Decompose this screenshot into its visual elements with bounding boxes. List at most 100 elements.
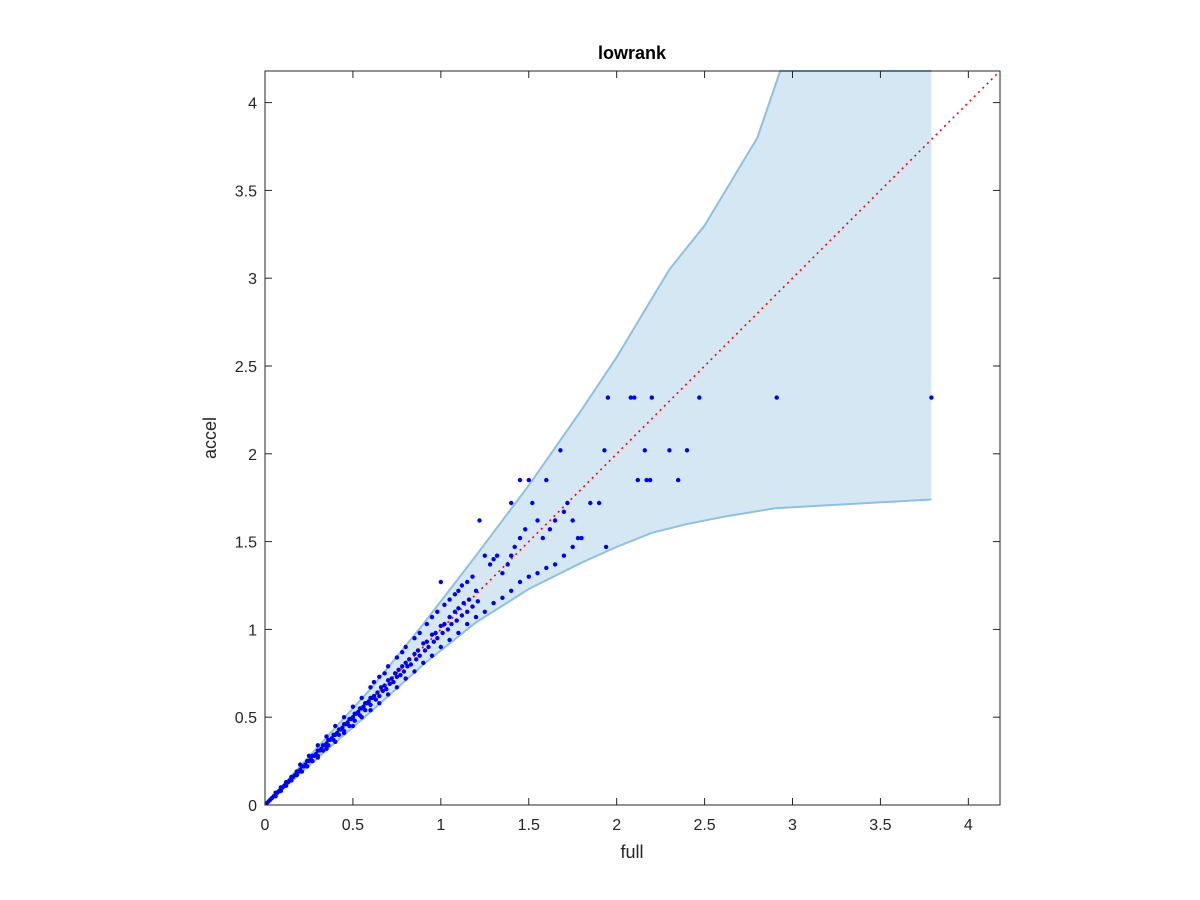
data-point <box>644 477 649 483</box>
data-point <box>603 544 609 550</box>
data-point <box>442 602 447 607</box>
data-point <box>340 725 345 730</box>
data-point <box>352 718 357 723</box>
data-point <box>407 657 412 662</box>
data-point <box>359 695 364 701</box>
data-point <box>667 448 672 453</box>
data-point <box>642 448 647 453</box>
data-point <box>412 651 417 657</box>
data-point <box>544 565 549 571</box>
y-tick-label: 1 <box>248 622 257 639</box>
y-tick-label: 0.5 <box>235 710 257 727</box>
data-point <box>438 644 443 650</box>
data-point <box>421 660 426 665</box>
data-point <box>429 653 435 658</box>
data-point <box>385 664 391 669</box>
data-point <box>929 395 934 400</box>
data-point <box>294 772 299 778</box>
data-point <box>385 678 391 683</box>
data-point <box>315 755 320 760</box>
data-point <box>341 715 347 720</box>
data-point <box>774 395 779 400</box>
x-tick-label: 3.5 <box>869 817 891 834</box>
data-point <box>535 571 540 576</box>
data-point <box>649 395 654 400</box>
data-point <box>403 644 408 650</box>
data-point <box>350 704 356 709</box>
data-point <box>400 650 405 655</box>
data-point <box>575 535 581 541</box>
data-point <box>377 701 382 706</box>
data-point <box>385 692 391 697</box>
y-tick-label: 4 <box>248 96 257 113</box>
data-point <box>361 704 366 709</box>
data-point <box>333 723 338 729</box>
data-point <box>359 715 364 720</box>
data-point <box>605 395 611 400</box>
data-point <box>470 574 475 579</box>
data-point <box>394 674 400 679</box>
data-point <box>465 609 470 614</box>
data-point <box>315 743 320 748</box>
data-point <box>333 739 338 744</box>
y-tick-label: 0 <box>248 798 257 815</box>
y-tick-label: 1.5 <box>235 535 257 552</box>
data-point <box>424 639 429 644</box>
data-point <box>273 794 278 799</box>
y-axis-title: accel <box>200 417 220 459</box>
axes <box>264 70 1001 806</box>
data-point <box>378 685 384 690</box>
data-point <box>465 621 470 627</box>
data-point <box>461 600 466 606</box>
data-point <box>465 579 470 585</box>
data-point <box>306 753 312 758</box>
data-point <box>424 621 429 627</box>
data-point <box>482 609 487 614</box>
data-point <box>602 448 607 453</box>
data-point <box>403 660 408 665</box>
data-point <box>570 544 575 550</box>
data-point <box>570 518 575 523</box>
data-point <box>684 448 690 453</box>
data-point <box>377 693 382 699</box>
data-point <box>445 627 451 632</box>
data-point <box>373 697 378 702</box>
data-point <box>401 669 407 674</box>
data-point <box>382 683 387 688</box>
data-point <box>320 748 326 753</box>
data-point <box>345 720 350 725</box>
data-point <box>475 599 480 604</box>
data-point <box>380 688 385 694</box>
data-point <box>422 648 428 653</box>
data-point <box>452 592 458 597</box>
data-point <box>435 609 440 614</box>
data-point <box>509 553 514 558</box>
data-point <box>544 477 549 483</box>
data-points <box>264 395 934 806</box>
data-point <box>517 535 523 541</box>
data-point <box>565 500 570 506</box>
data-point <box>632 395 637 400</box>
data-point <box>526 477 531 483</box>
data-point <box>278 788 283 794</box>
data-point <box>350 715 356 720</box>
data-point <box>412 669 417 674</box>
data-point <box>491 600 496 606</box>
data-point <box>447 614 452 620</box>
data-point <box>412 636 417 641</box>
data-point <box>326 743 331 748</box>
data-point <box>350 723 356 729</box>
axes-box <box>264 70 1001 806</box>
data-point <box>509 588 514 593</box>
data-point <box>459 583 465 588</box>
data-point <box>387 681 392 686</box>
data-point <box>400 664 405 669</box>
data-point <box>438 579 443 585</box>
data-point <box>324 734 329 739</box>
data-point <box>417 630 422 636</box>
data-point <box>414 657 419 662</box>
data-point <box>405 664 410 669</box>
data-point <box>456 588 461 593</box>
data-point <box>384 686 389 692</box>
